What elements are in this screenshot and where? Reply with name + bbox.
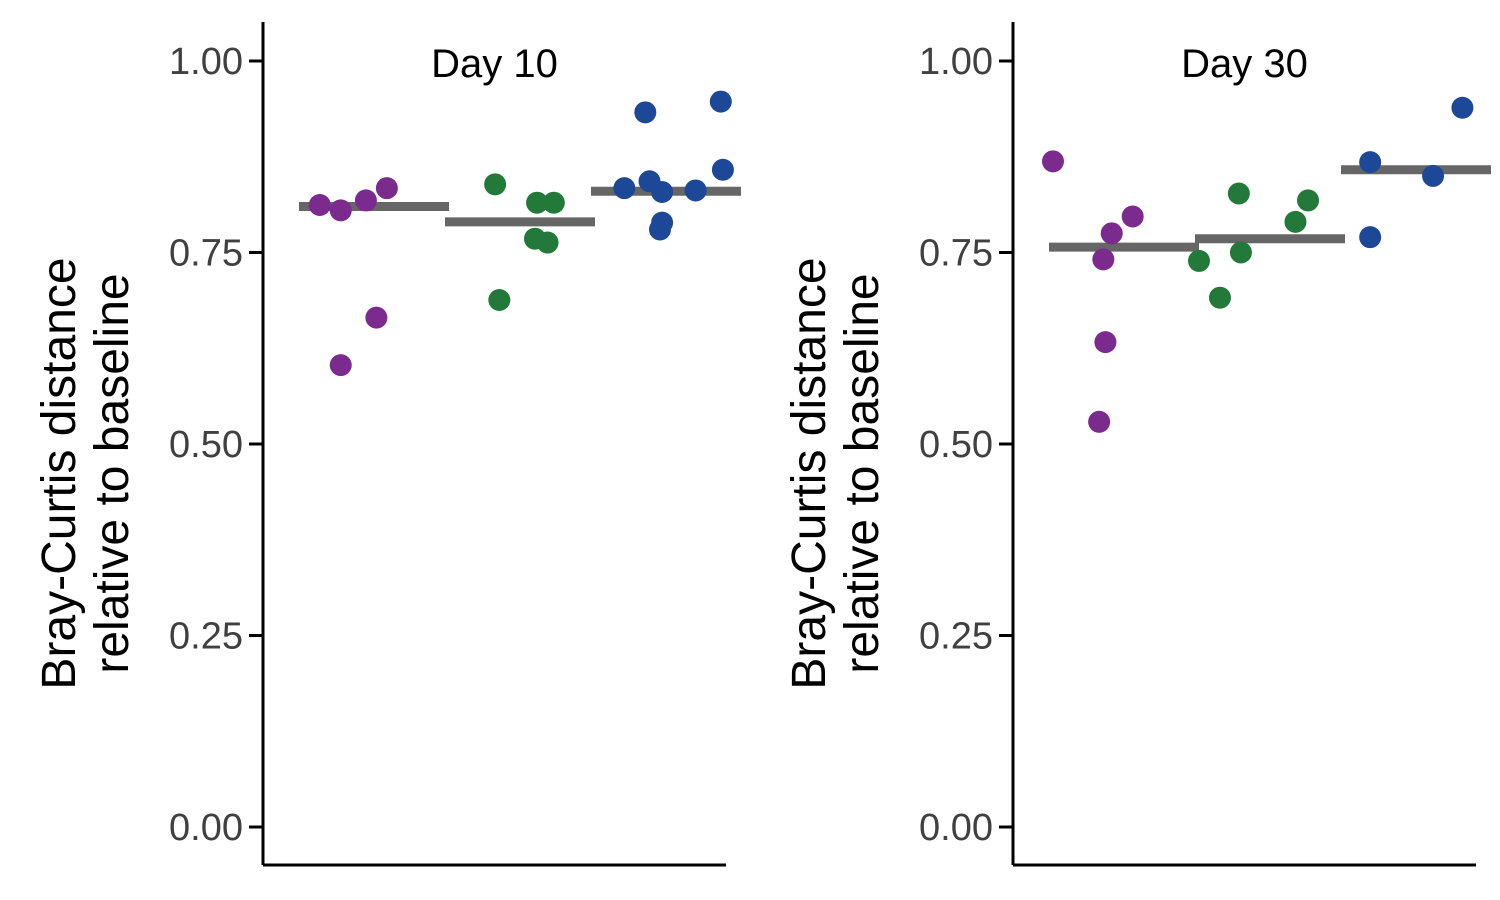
y-tick-label: 0.75 — [169, 233, 243, 275]
data-point — [1188, 249, 1210, 272]
data-point — [1088, 410, 1111, 433]
data-point — [1208, 286, 1231, 309]
data-point — [1100, 222, 1123, 245]
y-tick-label: 1.00 — [919, 41, 993, 83]
data-point — [526, 191, 549, 214]
data-point — [1359, 226, 1382, 249]
data-point — [1422, 164, 1445, 187]
data-point — [711, 158, 734, 181]
data-point — [709, 90, 732, 113]
y-tick-label: 0.50 — [169, 424, 243, 466]
data-point — [613, 177, 636, 200]
data-point — [649, 218, 671, 241]
y-axis-label-line-2: relative to baseline — [836, 273, 889, 673]
data-point — [1092, 248, 1115, 271]
data-point — [1094, 331, 1117, 354]
data-point — [354, 189, 377, 212]
data-point — [651, 180, 674, 203]
data-point — [1451, 96, 1474, 119]
y-axis-label-line-1: Bray-Curtis distance — [783, 257, 836, 689]
data-point — [308, 194, 331, 217]
y-tick-label: 0.50 — [919, 424, 993, 466]
panel-title: Day 10 — [431, 42, 558, 86]
data-point — [634, 101, 657, 124]
data-point — [329, 199, 352, 222]
data-point — [375, 177, 398, 200]
y-tick-label: 1.00 — [169, 41, 243, 83]
data-point — [1229, 241, 1252, 264]
y-axis-label-line-1: Bray-Curtis distance — [33, 257, 86, 689]
data-point — [329, 354, 352, 377]
data-point — [1121, 205, 1144, 228]
data-point — [1227, 182, 1250, 205]
y-tick-label: 0.25 — [919, 616, 993, 658]
data-point — [542, 191, 565, 214]
data-point — [1297, 189, 1320, 212]
data-point — [365, 306, 388, 329]
y-axis-label-line-2: relative to baseline — [86, 273, 139, 673]
panel-title: Day 30 — [1181, 42, 1308, 86]
data-point — [1042, 150, 1064, 173]
y-tick-label: 0.75 — [919, 233, 993, 275]
panel-day-30: 0.00 0.25 0.50 0.75 1.00 Bray-Curtis distance… — [783, 22, 1491, 867]
y-tick-label: 0.25 — [169, 616, 243, 658]
y-tick-label: 0.00 — [169, 807, 243, 849]
data-point — [1284, 210, 1307, 233]
panel-day-10: 0.00 0.25 0.50 0.75 1.00 Bray-Curtis distance… — [33, 22, 741, 867]
data-point — [684, 179, 707, 202]
data-point — [1359, 151, 1382, 174]
data-point — [536, 231, 559, 254]
y-tick-label: 0.00 — [919, 807, 993, 849]
data-point — [484, 173, 507, 196]
data-point — [488, 288, 511, 311]
